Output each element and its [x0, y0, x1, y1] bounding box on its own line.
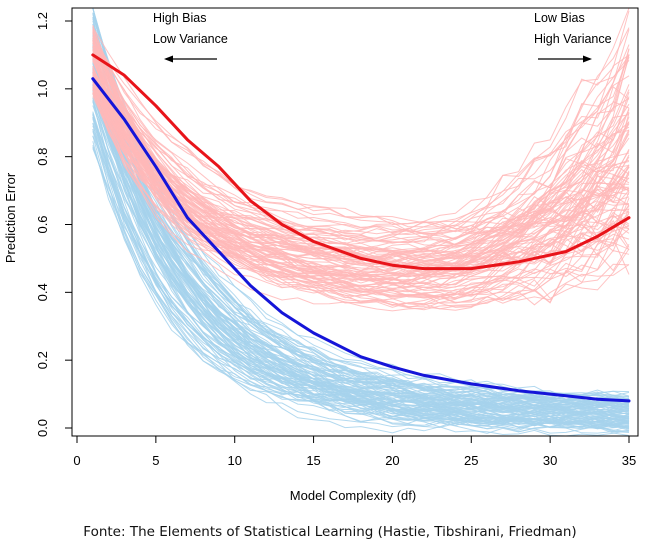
training-error-mean-line: [91, 77, 631, 403]
test-error-sim-line: [92, 44, 630, 281]
prediction-error-chart: 0 5 10 15 20 25 30 35 0.0 0.2 0.4 0.6 0.8 1.0 1.2 High…: [3, 7, 639, 503]
x-tick-label: 5: [152, 453, 159, 468]
x-tick-label: 20: [385, 453, 399, 468]
plot-frame: [71, 7, 639, 437]
y-tick-label: 0.6: [35, 215, 50, 233]
training-error-sim-line: [92, 114, 630, 437]
annotation-low-bias-line1: Low Bias: [534, 11, 585, 25]
y-tick-label: 1.0: [35, 80, 50, 98]
training-error-sim-line: [92, 39, 630, 404]
training-error-sim-line: [92, 98, 630, 429]
y-tick-label: 0.2: [35, 351, 50, 369]
training-error-sim-line: [92, 105, 630, 417]
simulation-lines: [92, 7, 630, 437]
test-error-sim-line: [92, 75, 630, 278]
training-error-sim-line: [92, 123, 630, 424]
test-error-sim-line: [92, 48, 630, 283]
test-error-sim-line: [92, 72, 630, 276]
annotation-low-bias: Low Bias High Variance: [534, 11, 612, 63]
x-tick-label: 35: [622, 453, 636, 468]
test-error-sim-line: [92, 80, 630, 298]
y-tick-label: 0.0: [35, 419, 50, 437]
training-error-sim-line: [92, 128, 630, 406]
x-tick-label: 25: [464, 453, 478, 468]
test-error-sim-line: [92, 33, 630, 308]
axes: 0 5 10 15 20 25 30 35 0.0 0.2 0.4 0.6 0.8 1.0 1.2: [35, 7, 639, 468]
training-error-sim-line: [92, 70, 630, 420]
right-arrow-icon: [538, 55, 592, 63]
training-error-sim-line: [92, 7, 630, 423]
x-axis-label: Model Complexity (df): [290, 488, 416, 503]
training-error-sim-line: [92, 101, 630, 413]
training-error-sim-line: [92, 71, 630, 413]
test-error-sim-line: [92, 33, 630, 235]
y-axis-label: Prediction Error: [3, 172, 18, 263]
test-error-mean-line: [91, 53, 631, 271]
x-tick-label: 0: [73, 453, 80, 468]
training-error-sim-line: [92, 60, 630, 407]
main-series-lines: [91, 53, 631, 403]
test-error-sim-line: [92, 96, 630, 260]
training-error-sim-line: [92, 38, 630, 434]
test-error-sim-line: [92, 89, 630, 304]
test-error-sim-line: [92, 40, 630, 267]
training-error-sim-line: [92, 55, 630, 401]
test-error-sim-line: [92, 36, 630, 263]
annotation-high-bias-line1: High Bias: [153, 11, 207, 25]
x-tick-label: 10: [227, 453, 241, 468]
test-error-sim-line: [92, 85, 630, 285]
y-tick-label: 0.4: [35, 283, 50, 301]
training-error-sim-line: [92, 112, 630, 406]
annotation-high-bias: High Bias Low Variance: [153, 11, 228, 63]
y-tick-label: 1.2: [35, 12, 50, 30]
test-error-sim-line: [92, 60, 630, 306]
test-error-sim-line: [92, 30, 630, 287]
training-error-sim-line: [92, 49, 630, 403]
source-caption: Fonte: The Elements of Statistical Learn…: [83, 524, 577, 540]
test-error-sim-line: [92, 53, 630, 291]
x-tick-label: 15: [306, 453, 320, 468]
x-tick-label: 30: [543, 453, 557, 468]
test-error-sim-line: [92, 28, 630, 278]
annotation-high-bias-line2: Low Variance: [153, 32, 228, 46]
y-tick-label: 0.8: [35, 148, 50, 166]
left-arrow-icon: [164, 55, 217, 63]
annotation-low-bias-line2: High Variance: [534, 32, 612, 46]
training-error-sim-line: [92, 111, 630, 408]
